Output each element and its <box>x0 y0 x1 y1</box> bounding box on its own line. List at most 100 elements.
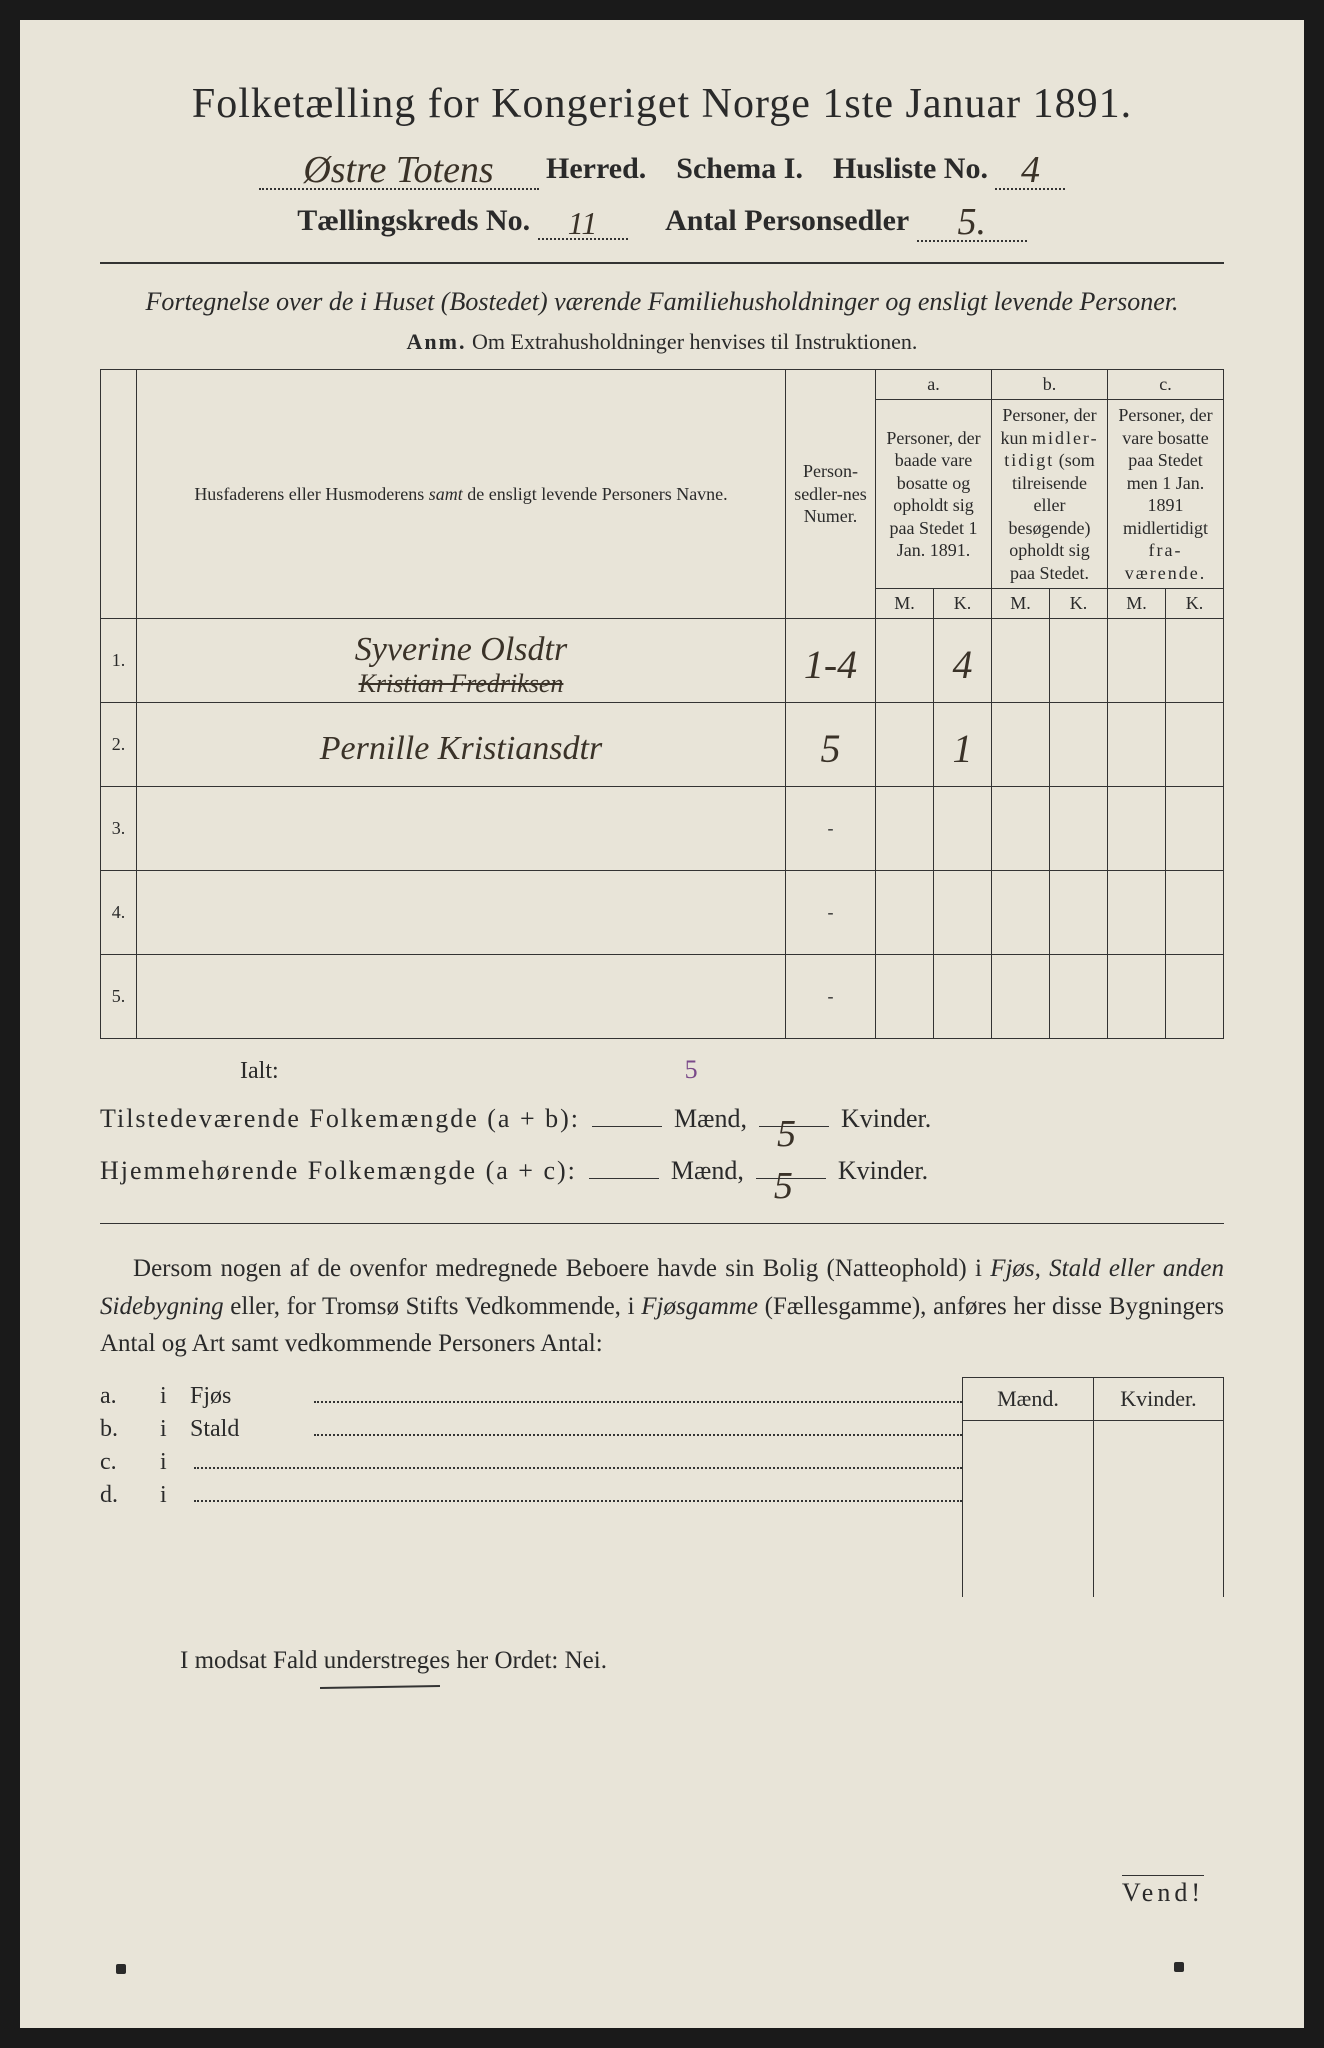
col-b-k: K. <box>1050 589 1108 619</box>
dots <box>314 1418 962 1436</box>
bygn-row: a. i Fjøs <box>100 1383 962 1410</box>
col-a-m: M. <box>876 589 934 619</box>
anm-label: Anm. <box>407 329 467 354</box>
modsat-line: I modsat Fald understreges her Ordet: Ne… <box>180 1647 1224 1675</box>
bygn-type: Stald <box>190 1416 310 1443</box>
col-c-desc: Personer, der vare bosatte paa Stedet me… <box>1108 400 1224 589</box>
dots <box>314 1385 962 1403</box>
building-table: a. i Fjøs b. i Stald c. i d. i <box>100 1377 1224 1597</box>
bygn-lab: b. <box>100 1416 160 1443</box>
divider-1 <box>100 262 1224 264</box>
name-cell: Pernille Kristiansdtr <box>137 703 786 787</box>
maend-label: Mænd, <box>674 1093 747 1145</box>
col-name-header: Husfaderens eller Husmoderens samt de en… <box>137 370 786 619</box>
totals-line-1: Tilstedeværende Folkemængde (a + b): Mæn… <box>100 1093 1224 1145</box>
bygn-col-maend: Mænd. <box>963 1378 1093 1597</box>
totals-2-k-field: 5 <box>756 1178 826 1179</box>
anm-text: Om Extrahusholdninger henvises til Instr… <box>472 329 917 354</box>
herred-label: Herred. <box>546 152 646 185</box>
kreds-label: Tællingskreds No. <box>297 204 530 237</box>
nei-underline <box>320 1685 440 1689</box>
totals-1-k-field: 5 <box>759 1126 829 1127</box>
row-num: 3. <box>101 787 137 871</box>
ialt-label: Ialt: <box>240 1058 279 1084</box>
a-k: 4 <box>934 619 992 703</box>
col-c-m: M. <box>1108 589 1166 619</box>
table-row: 1. Syverine Olsdtr Kristian Fredriksen 1… <box>101 619 1224 703</box>
c-m <box>1108 703 1166 787</box>
bygn-lab: a. <box>100 1383 160 1410</box>
header-line-2: Tællingskreds No. 11 Antal Personsedler … <box>100 196 1224 242</box>
bygn-type: Fjøs <box>190 1383 310 1410</box>
name-struck: Kristian Fredriksen <box>359 669 564 698</box>
col-b-desc: Personer, der kun midler-tidigt (som til… <box>992 400 1108 589</box>
name-hw: Syverine Olsdtr <box>355 631 567 668</box>
anm-note: Anm. Om Extrahusholdninger henvises til … <box>100 329 1224 355</box>
name-cell <box>137 787 786 871</box>
table-row: 4. - <box>101 871 1224 955</box>
vend-label: Vend! <box>1122 1875 1204 1908</box>
kreds-hw: 11 <box>568 205 598 241</box>
table-row: 2. Pernille Kristiansdtr 5 1 <box>101 703 1224 787</box>
row-num: 1. <box>101 619 137 703</box>
header-line-1: Østre Totens Herred. Schema I. Husliste … <box>100 144 1224 190</box>
col-blank <box>101 370 137 619</box>
col-num-header: Person-sedler-nes Numer. <box>786 370 876 619</box>
building-rows: a. i Fjøs b. i Stald c. i d. i <box>100 1377 962 1597</box>
kvinder-label: Kvinder. <box>841 1093 931 1145</box>
col-a-letter: a. <box>876 370 992 400</box>
bygn-i: i <box>160 1482 190 1509</box>
household-table: Husfaderens eller Husmoderens samt de en… <box>100 369 1224 1039</box>
building-cols: Mænd. Kvinder. <box>962 1377 1224 1597</box>
table-row: 3. - <box>101 787 1224 871</box>
building-paragraph: Dersom nogen af de ovenfor medregnede Be… <box>100 1250 1224 1363</box>
row-num: 4. <box>101 871 137 955</box>
bygn-lab: d. <box>100 1482 160 1509</box>
pin-icon <box>1174 1962 1184 1972</box>
name-cell <box>137 871 786 955</box>
divider-2 <box>100 1223 1224 1224</box>
c-m <box>1108 619 1166 703</box>
table-row: 5. - <box>101 955 1224 1039</box>
page-title: Folketælling for Kongeriget Norge 1ste J… <box>100 80 1224 128</box>
subtitle: Fortegnelse over de i Huset (Bostedet) v… <box>100 284 1224 319</box>
bygn-col-body <box>1094 1421 1223 1597</box>
husliste-hw: 4 <box>1021 149 1040 191</box>
c-k <box>1166 619 1224 703</box>
bygn-col-body <box>963 1421 1093 1597</box>
name-cell <box>137 955 786 1039</box>
name-cell: Syverine Olsdtr Kristian Fredriksen <box>137 619 786 703</box>
maend-label: Mænd, <box>671 1145 744 1197</box>
totals-1-m-field <box>592 1126 662 1127</box>
ialt-row: Ialt: 5 <box>240 1055 1224 1085</box>
census-form-page: Folketælling for Kongeriget Norge 1ste J… <box>20 20 1304 2028</box>
bygn-i: i <box>160 1449 190 1476</box>
bygn-col-h: Kvinder. <box>1094 1378 1223 1421</box>
antal-hw: 5. <box>957 201 986 243</box>
col-a-desc: Personer, der baade vare bosatte og opho… <box>876 400 992 589</box>
row-num: 2. <box>101 703 137 787</box>
husliste-label: Husliste No. <box>833 152 988 185</box>
pin-icon <box>116 1964 126 1974</box>
a-m <box>876 619 934 703</box>
bygn-i: i <box>160 1383 190 1410</box>
b-m <box>992 703 1050 787</box>
num-cell: 5 <box>786 703 876 787</box>
bygn-col-h: Mænd. <box>963 1378 1093 1421</box>
totals-block: Tilstedeværende Folkemængde (a + b): Mæn… <box>100 1093 1224 1197</box>
col-c-k: K. <box>1166 589 1224 619</box>
b-m <box>992 619 1050 703</box>
bygn-row: c. i <box>100 1449 962 1476</box>
totals-1-label: Tilstedeværende Folkemængde (a + b): <box>100 1093 580 1145</box>
totals-2-label: Hjemmehørende Folkemængde (a + c): <box>100 1145 577 1197</box>
col-a-k: K. <box>934 589 992 619</box>
c-k <box>1166 703 1224 787</box>
ialt-hw: 5 <box>685 1055 698 1084</box>
bygn-col-kvinder: Kvinder. <box>1093 1378 1223 1597</box>
col-b-letter: b. <box>992 370 1108 400</box>
bygn-row: b. i Stald <box>100 1416 962 1443</box>
antal-label: Antal Personsedler <box>665 204 909 237</box>
schema-label: Schema I. <box>676 152 803 185</box>
totals-line-2: Hjemmehørende Folkemængde (a + c): Mænd,… <box>100 1145 1224 1197</box>
col-b-m: M. <box>992 589 1050 619</box>
